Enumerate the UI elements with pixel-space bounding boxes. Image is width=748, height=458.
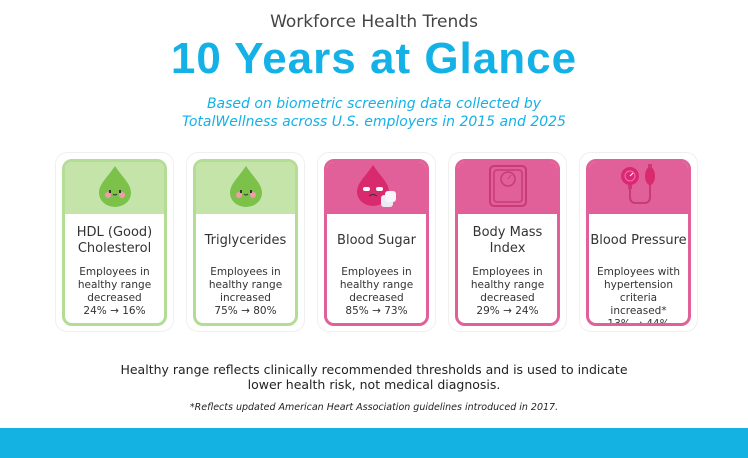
subtitle-line: Based on biometric screening data collec… [206, 96, 542, 112]
metric-title: Body Mass Index [472, 225, 543, 256]
blood-pressure-gauge-icon [617, 164, 661, 212]
metric-card-header [458, 162, 557, 214]
happy-green-drop-icon [226, 164, 266, 212]
subtitle: Based on biometric screening data collec… [0, 95, 748, 131]
metric-card-inner: HDL (Good) Cholesterol Employees in heal… [62, 159, 167, 326]
metric-change: 24% → 16% [83, 305, 146, 317]
metric-title: Triglycerides [204, 233, 287, 248]
footnote: *Reflects updated American Heart Associa… [189, 402, 559, 413]
metric-change: 85% → 73% [345, 305, 408, 317]
happy-green-drop-icon [95, 164, 135, 212]
metric-card: Blood Pressure Employees with hypertensi… [579, 152, 698, 332]
metric-change: 29% → 24% [476, 305, 539, 317]
metric-change: 75% → 80% [214, 305, 277, 317]
metric-card-inner: Triglycerides Employees in healthy range… [193, 159, 298, 326]
angry-pink-drop-with-sugar-icon [355, 163, 399, 213]
metric-title: HDL (Good) Cholesterol [76, 225, 153, 256]
page-title: 10 Years at Glance [170, 34, 578, 83]
metric-change: 13% → 44% [607, 318, 670, 326]
metric-card-inner: Blood Sugar Employees in healthy range d… [324, 159, 429, 326]
metric-card-header [196, 162, 295, 214]
metric-card-inner: Blood Pressure Employees with hypertensi… [586, 159, 691, 326]
metric-description-text: Employees in healthy range decreased [470, 266, 545, 304]
metric-description-text: Employees in healthy range decreased [77, 266, 152, 304]
metric-description: Employees in healthy range decreased 29% … [458, 266, 557, 318]
metric-card-header [327, 162, 426, 214]
metric-card: HDL (Good) Cholesterol Employees in heal… [55, 152, 174, 332]
healthy-range-note: Healthy range reflects clinically recomm… [0, 362, 748, 392]
note-line: lower health risk, not medical diagnosis… [247, 377, 501, 392]
metric-card: Triglycerides Employees in healthy range… [186, 152, 305, 332]
subtitle-line: TotalWellness across U.S. employers in 2… [182, 114, 566, 130]
scale-icon [488, 164, 528, 212]
metric-card-header [589, 162, 688, 214]
metric-description: Employees with hypertension criteria inc… [589, 266, 688, 326]
note-line: Healthy range reflects clinically recomm… [120, 362, 628, 377]
metric-card-inner: Body Mass Index Employees in healthy ran… [455, 159, 560, 326]
metric-card-header [65, 162, 164, 214]
metric-description: Employees in healthy range decreased 24% … [65, 266, 164, 318]
metric-description-text: Employees in healthy range increased [208, 266, 283, 304]
metric-description-text: Employees in healthy range decreased [339, 266, 414, 304]
metric-title: Blood Sugar [337, 233, 416, 248]
metric-title: Blood Pressure [590, 233, 687, 248]
metric-description: Employees in healthy range increased 75% … [196, 266, 295, 318]
supertitle: Workforce Health Trends [270, 12, 478, 32]
footer-bar [0, 428, 748, 458]
metric-card: Body Mass Index Employees in healthy ran… [448, 152, 567, 332]
metric-description-text: Employees with hypertension criteria inc… [596, 266, 681, 317]
metric-description: Employees in healthy range decreased 85% … [327, 266, 426, 318]
metric-card: Blood Sugar Employees in healthy range d… [317, 152, 436, 332]
